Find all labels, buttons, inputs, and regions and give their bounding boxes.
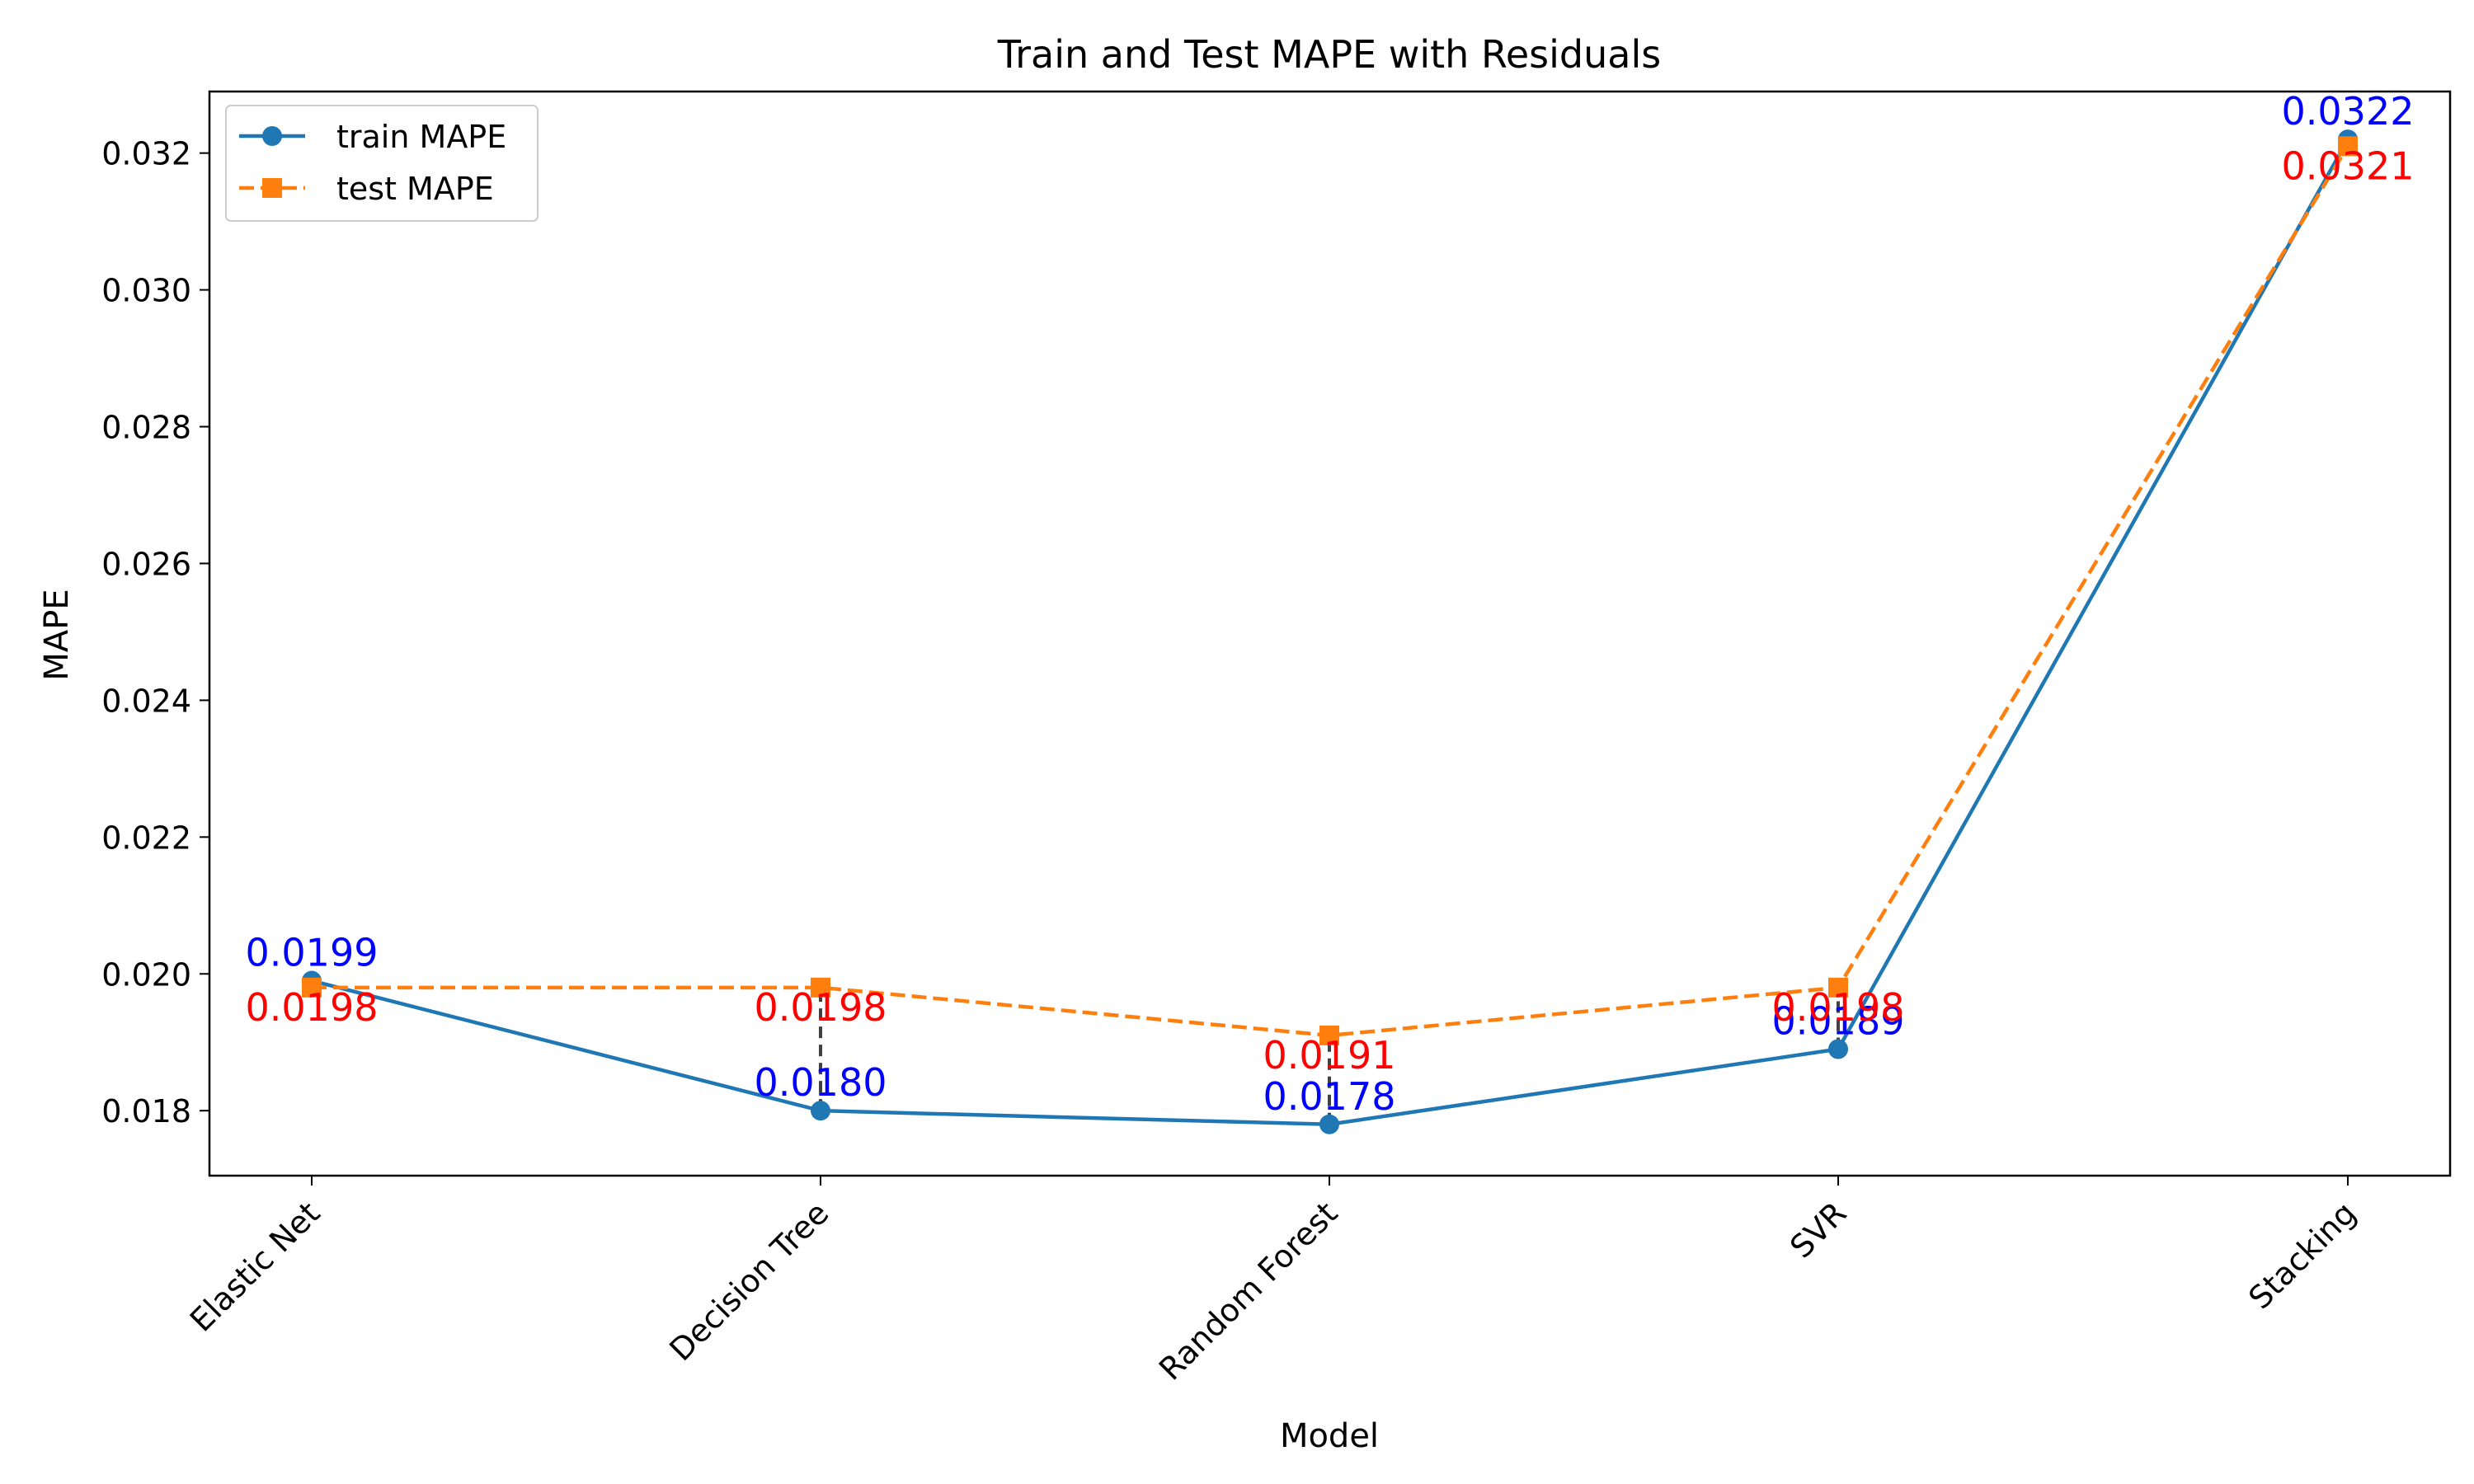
train-value-label: 0.0178 — [1263, 1074, 1396, 1119]
test-value-label: 0.0191 — [1263, 1033, 1396, 1078]
train-value-label: 0.0189 — [1772, 999, 1905, 1044]
y-axis-label: MAPE — [38, 589, 76, 680]
legend-label: test MAPE — [336, 171, 494, 207]
legend: train MAPE test MAPE — [225, 105, 539, 222]
legend-label: train MAPE — [336, 119, 506, 155]
test-mape-point — [811, 977, 830, 998]
train-value-label: 0.0199 — [246, 931, 379, 975]
y-tick-label: 0.018 — [101, 1093, 191, 1129]
test-value-label: 0.0198 — [246, 985, 379, 1030]
train-mape-point — [811, 1101, 830, 1121]
test-value-label: 0.0198 — [755, 985, 887, 1030]
test-mape-point — [302, 977, 322, 998]
y-tick-label: 0.028 — [101, 410, 191, 446]
test-value-label: 0.0198 — [1772, 985, 1905, 1030]
train-mape-point — [1319, 1114, 1339, 1134]
y-tick-label: 0.026 — [101, 546, 191, 582]
y-tick-label: 0.024 — [101, 683, 191, 719]
test-mape-point — [1828, 977, 1848, 998]
test-value-label: 0.0321 — [2282, 143, 2415, 188]
test-mape-point — [1319, 1025, 1339, 1045]
y-tick-label: 0.032 — [101, 136, 191, 172]
plot-frame — [208, 90, 2452, 1177]
x-axis-label: Model — [1280, 1417, 1379, 1455]
legend-marker — [262, 126, 282, 146]
y-tick-label: 0.030 — [101, 273, 191, 309]
y-tick-label: 0.022 — [101, 819, 191, 856]
train-mape-point — [1828, 1039, 1848, 1059]
train-value-label: 0.0322 — [2282, 89, 2415, 134]
train-value-label: 0.0180 — [755, 1060, 887, 1105]
chart-title: Train and Test MAPE with Residuals — [997, 32, 1661, 77]
y-tick-label: 0.020 — [101, 956, 191, 993]
legend-marker — [262, 178, 282, 198]
test-mape-point — [2338, 136, 2358, 157]
